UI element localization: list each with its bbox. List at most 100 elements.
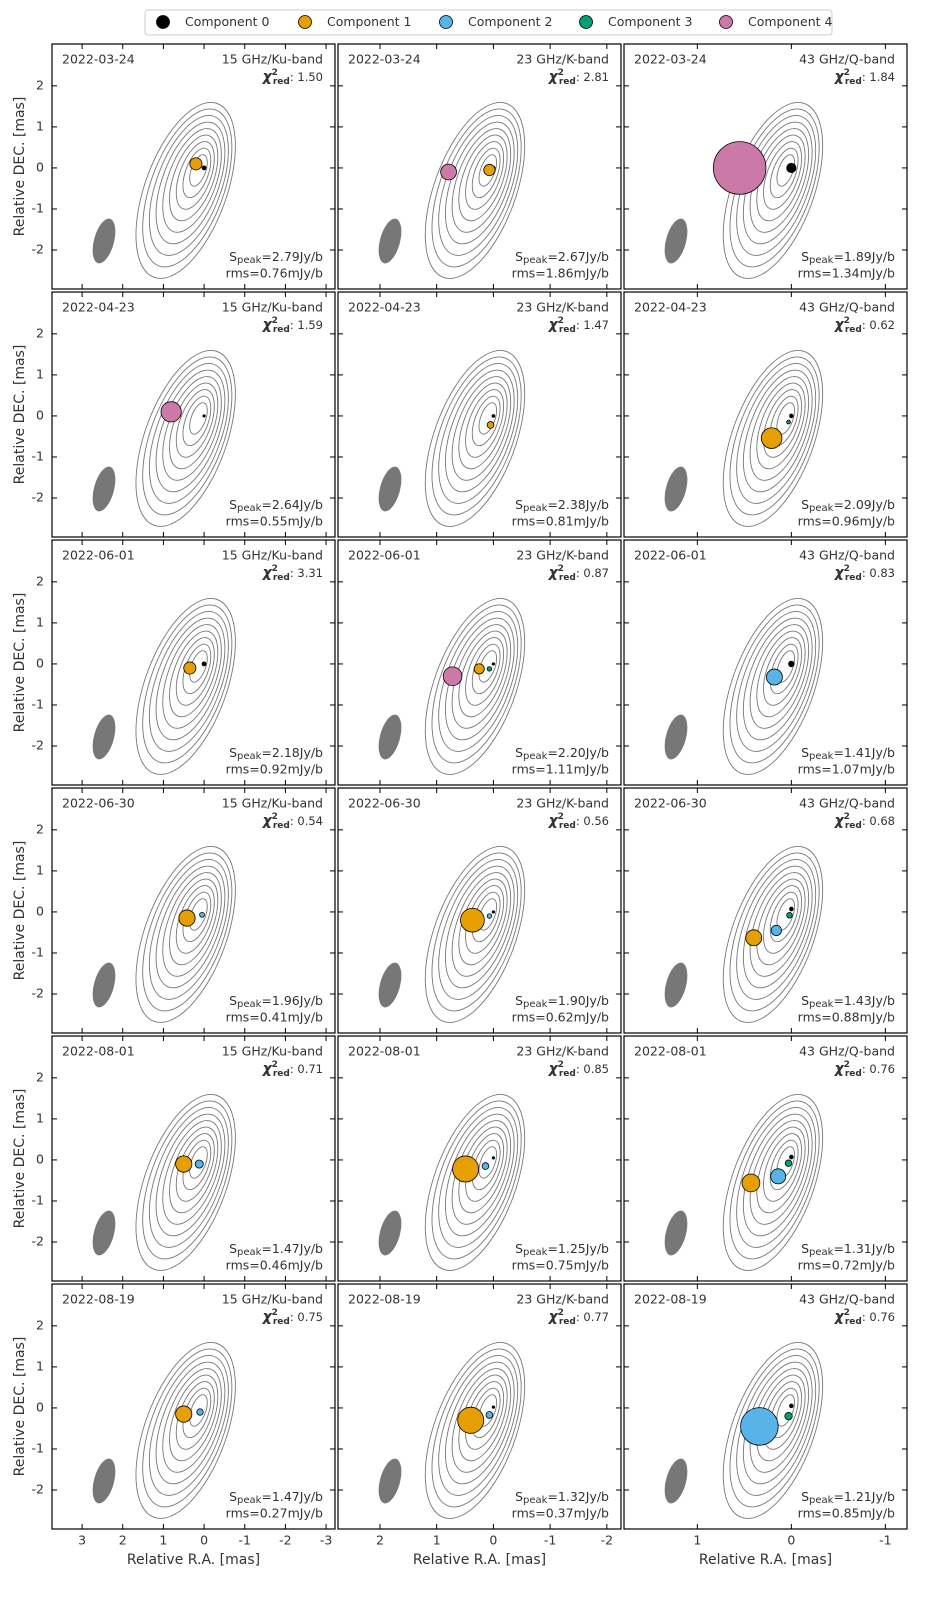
y-tick-label: -2 <box>32 490 44 505</box>
component <box>441 164 457 180</box>
contour <box>186 400 211 436</box>
date: 2022-03-24 <box>348 52 421 67</box>
component <box>761 428 782 449</box>
x-axis-label: Relative R.A. [mas] <box>413 1552 546 1568</box>
peak-symbol: S <box>229 249 237 264</box>
x-tick-label: 0 <box>787 1533 795 1548</box>
y-tick-label: 0 <box>36 903 44 918</box>
peak: Speak=1.21Jy/b <box>801 1489 895 1507</box>
x-tick-label: 1 <box>693 1533 701 1548</box>
chi-value: : 1.84 <box>862 70 895 84</box>
peak-sub: peak <box>237 1495 262 1506</box>
chi-value: : 0.54 <box>290 814 323 828</box>
peak-symbol: S <box>229 1489 237 1504</box>
contour <box>765 641 804 698</box>
component <box>789 414 793 418</box>
peak-symbol: S <box>229 497 237 512</box>
date: 2022-03-24 <box>634 52 707 67</box>
y-axis-label: Relative DEC. [mas] <box>12 97 28 237</box>
peak-sub: peak <box>523 751 548 762</box>
band: 15 GHz/Ku-band <box>222 548 323 563</box>
beam <box>660 1208 691 1258</box>
panel: 2022-06-3023 GHz/K-bandχ2red: 0.56Speak=… <box>338 788 621 1035</box>
y-tick-label: 0 <box>36 1399 44 1414</box>
chi2: χ2red: 1.84 <box>834 68 895 87</box>
contour <box>765 1137 804 1194</box>
peak-value: =1.31Jy/b <box>833 1241 895 1256</box>
band: 23 GHz/K-band <box>516 300 609 315</box>
chi-value: : 1.47 <box>576 318 609 332</box>
component <box>787 163 796 172</box>
component <box>789 661 795 667</box>
component <box>200 912 205 917</box>
component <box>161 402 181 422</box>
peak-sub: peak <box>809 503 834 514</box>
panel: -2-1012Relative DEC. [mas]2022-04-2315 G… <box>12 292 335 539</box>
component <box>197 1409 204 1416</box>
component <box>184 662 196 674</box>
beam <box>88 464 119 514</box>
component <box>492 911 494 913</box>
chi2: χ2red: 0.68 <box>834 812 895 831</box>
rms: rms=0.85mJy/b <box>798 1506 895 1521</box>
legend-marker <box>720 16 733 29</box>
peak: Speak=2.64Jy/b <box>229 497 323 515</box>
chi-value: : 0.76 <box>862 1062 895 1076</box>
y-tick-label: 2 <box>36 1317 44 1332</box>
rms: rms=0.88mJy/b <box>798 1010 895 1025</box>
component <box>195 1160 203 1168</box>
x-tick-label: 2 <box>376 1533 384 1548</box>
band: 43 GHz/Q-band <box>799 52 895 67</box>
beam <box>374 216 405 266</box>
component <box>486 1412 493 1419</box>
x-tick-label: 0 <box>200 1533 208 1548</box>
x-tick-label: -2 <box>279 1533 291 1548</box>
chi-sub: red <box>845 1069 862 1079</box>
peak: Speak=1.89Jy/b <box>801 249 895 267</box>
chi-value: : 1.50 <box>290 70 323 84</box>
contour <box>449 377 517 475</box>
beam <box>660 464 691 514</box>
band: 15 GHz/Ku-band <box>222 1292 323 1307</box>
x-tick-label: 2 <box>119 1533 127 1548</box>
y-tick-label: -2 <box>32 986 44 1001</box>
peak-symbol: S <box>229 1241 237 1256</box>
peak-value: =1.47Jy/b <box>261 1489 323 1504</box>
component <box>785 1160 792 1167</box>
contour <box>765 145 804 202</box>
legend-marker <box>440 16 453 29</box>
contour <box>177 641 216 698</box>
panel: -2-1012Relative DEC. [mas]2022-03-2415 G… <box>12 44 335 291</box>
y-tick-label: -2 <box>32 738 44 753</box>
y-tick-label: -1 <box>32 448 44 463</box>
chi2: χ2red: 0.71 <box>262 1060 323 1079</box>
peak-symbol: S <box>515 745 523 760</box>
rms: rms=0.92mJy/b <box>226 762 323 777</box>
peak-symbol: S <box>801 249 809 264</box>
contour <box>449 129 517 227</box>
component <box>176 1156 192 1172</box>
peak: Speak=1.31Jy/b <box>801 1241 895 1259</box>
date: 2022-06-01 <box>62 548 135 563</box>
band: 43 GHz/Q-band <box>799 300 895 315</box>
y-tick-label: 0 <box>36 159 44 174</box>
rms: rms=0.72mJy/b <box>798 1258 895 1273</box>
contour <box>475 400 500 436</box>
peak: Speak=1.90Jy/b <box>515 993 609 1011</box>
peak: Speak=1.47Jy/b <box>229 1241 323 1259</box>
chi-sub: red <box>845 1317 862 1327</box>
legend-label: Component 1 <box>327 14 412 29</box>
peak-symbol: S <box>229 993 237 1008</box>
chi-value: : 3.31 <box>290 566 323 580</box>
chi2: χ2red: 1.50 <box>262 68 323 87</box>
chi-sub: red <box>273 821 290 831</box>
peak: Speak=1.43Jy/b <box>801 993 895 1011</box>
beam <box>88 216 119 266</box>
contour <box>747 377 815 475</box>
component <box>202 166 206 170</box>
beam <box>660 712 691 762</box>
component <box>789 907 793 911</box>
panel: -2-1012Relative DEC. [mas]2022-08-0115 G… <box>12 1036 335 1283</box>
